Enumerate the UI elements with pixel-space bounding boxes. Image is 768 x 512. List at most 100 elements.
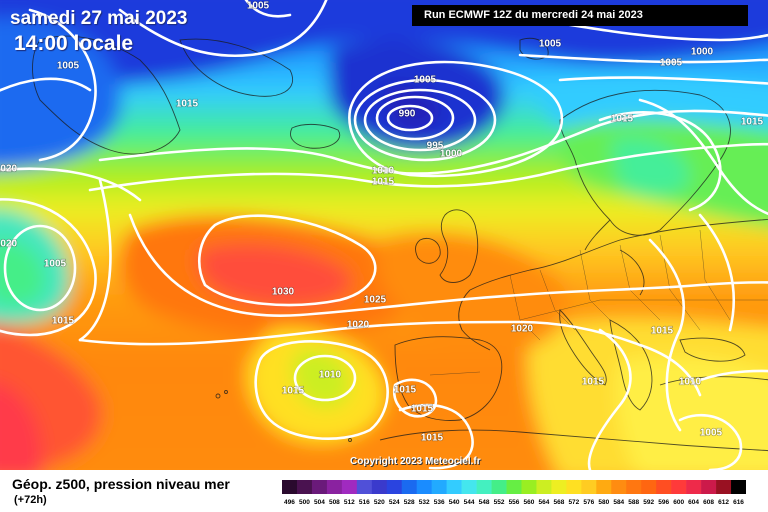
isobar-label: 1015: [651, 326, 674, 337]
legend-tick-label: 548: [479, 499, 490, 506]
isobar-label: 990: [399, 109, 416, 120]
legend-tick-label: 552: [494, 499, 505, 506]
legend-tick-label: 592: [643, 499, 654, 506]
isobar-lines: [0, 0, 768, 470]
legend-swatch: [431, 480, 447, 494]
legend-tick-label: 560: [524, 499, 535, 506]
isobar-label: 1000: [691, 47, 714, 58]
isobar-label: 1000: [440, 149, 463, 160]
legend-tick-label: 588: [628, 499, 639, 506]
legend-swatch: [341, 480, 358, 494]
legend-swatch: [356, 480, 373, 494]
isobar-label: 1005: [44, 259, 67, 270]
isobar-label: 1015: [394, 385, 417, 396]
isobar-label: 1020: [347, 320, 370, 331]
legend-swatch: [611, 480, 627, 494]
isobar-label: 1005: [700, 428, 723, 439]
legend-swatch: [656, 480, 672, 494]
legend-tick-label: 508: [329, 499, 340, 506]
legend-tick-label: 556: [509, 499, 520, 506]
legend-tick-label: 520: [374, 499, 385, 506]
legend-swatch: [296, 480, 313, 494]
legend-swatch: [671, 480, 687, 494]
isobar-label: 1010: [319, 370, 342, 381]
legend-tick-label: 596: [658, 499, 669, 506]
isobar-label: 1015: [741, 117, 764, 128]
legend-tick-label: 608: [703, 499, 714, 506]
legend-tick-label: 612: [718, 499, 729, 506]
legend-swatch: [446, 480, 462, 494]
color-scale-legend: 496 500 504 508 512 516 520 524 528 532 536 540 544 5…: [282, 480, 746, 506]
legend-tick-label: 616: [733, 499, 744, 506]
legend-swatch: [716, 480, 732, 494]
legend-swatch: [536, 480, 552, 494]
isobar-label: 1020: [511, 324, 534, 335]
isobar-label: 1005: [660, 58, 683, 69]
legend-swatch: [461, 480, 477, 494]
weather-map: 1005100510151020102010051015100599099510…: [0, 0, 768, 470]
isobar-label: 1005: [414, 75, 437, 86]
legend-swatch: [641, 480, 657, 494]
legend-tick-label: 536: [434, 499, 445, 506]
legend-swatch: [326, 480, 343, 494]
legend-swatch: [491, 480, 507, 494]
forecast-lead-time: (+72h): [14, 494, 47, 506]
legend-tick-label: 576: [583, 499, 594, 506]
legend-tick-label: 500: [299, 499, 310, 506]
legend-tick-label: 516: [359, 499, 370, 506]
isobar-label: 1015: [176, 99, 199, 110]
footer-bar: Géop. z500, pression niveau mer (+72h) 4…: [0, 470, 768, 512]
legend-swatch: [282, 480, 298, 494]
legend-swatch: [596, 480, 612, 494]
legend-swatch: [626, 480, 642, 494]
isobar-label: 1020: [0, 239, 18, 250]
legend-swatch: [506, 480, 522, 494]
isobar-label: 995: [427, 141, 444, 152]
isobar-label: 1010: [679, 377, 702, 388]
legend-tick-label: 540: [449, 499, 460, 506]
geopotential-field: [0, 0, 768, 470]
legend-tick-label: 564: [539, 499, 550, 506]
legend-swatch: [551, 480, 567, 494]
isobar-label: 1030: [272, 287, 295, 298]
legend-swatch: [371, 480, 388, 494]
isobar-label: 1010: [372, 166, 395, 177]
legend-tick-label: 604: [688, 499, 699, 506]
legend-tick-label: 528: [404, 499, 415, 506]
isobar-label: 1005: [539, 39, 562, 50]
legend-swatch: [731, 480, 746, 494]
legend-swatch: [566, 480, 582, 494]
legend-tick-label: 496: [284, 499, 295, 506]
legend-tick-label: 600: [673, 499, 684, 506]
legend-tick-label: 532: [419, 499, 430, 506]
forecast-time: 14:00 locale: [14, 32, 134, 55]
legend-tick-label: 504: [314, 499, 325, 506]
isobar-labels: 1005100510151020102010051015100599099510…: [0, 0, 764, 444]
isobar-label: 1015: [421, 433, 444, 444]
isobar-label: 1005: [57, 61, 80, 72]
isobar-label: 1015: [52, 316, 75, 327]
isobar-label: 1015: [411, 404, 434, 415]
legend-tick-label: 512: [344, 499, 355, 506]
legend-tick-label: 568: [553, 499, 564, 506]
isobar-label: 1015: [611, 114, 634, 125]
legend-swatch: [401, 480, 418, 494]
legend-swatch: [416, 480, 432, 494]
legend-swatch: [686, 480, 702, 494]
country-borders: [429, 229, 768, 376]
legend-swatch: [311, 480, 328, 494]
isobar-label: 1005: [247, 1, 270, 12]
forecast-date: samedi 27 mai 2023: [10, 8, 188, 29]
legend-swatch: [701, 480, 717, 494]
isobar-label: 1015: [582, 377, 605, 388]
isobar-label: 1020: [0, 164, 18, 175]
legend-tick-label: 580: [598, 499, 609, 506]
model-run-label: Run ECMWF 12Z du mercredi 24 mai 2023: [412, 5, 748, 26]
isobar-label: 1025: [364, 295, 387, 306]
legend-swatch: [386, 480, 403, 494]
legend-tick-label: 524: [389, 499, 400, 506]
legend-tick-label: 544: [464, 499, 475, 506]
legend-tick-label: 584: [613, 499, 624, 506]
map-parameter-title: Géop. z500, pression niveau mer: [12, 476, 230, 492]
